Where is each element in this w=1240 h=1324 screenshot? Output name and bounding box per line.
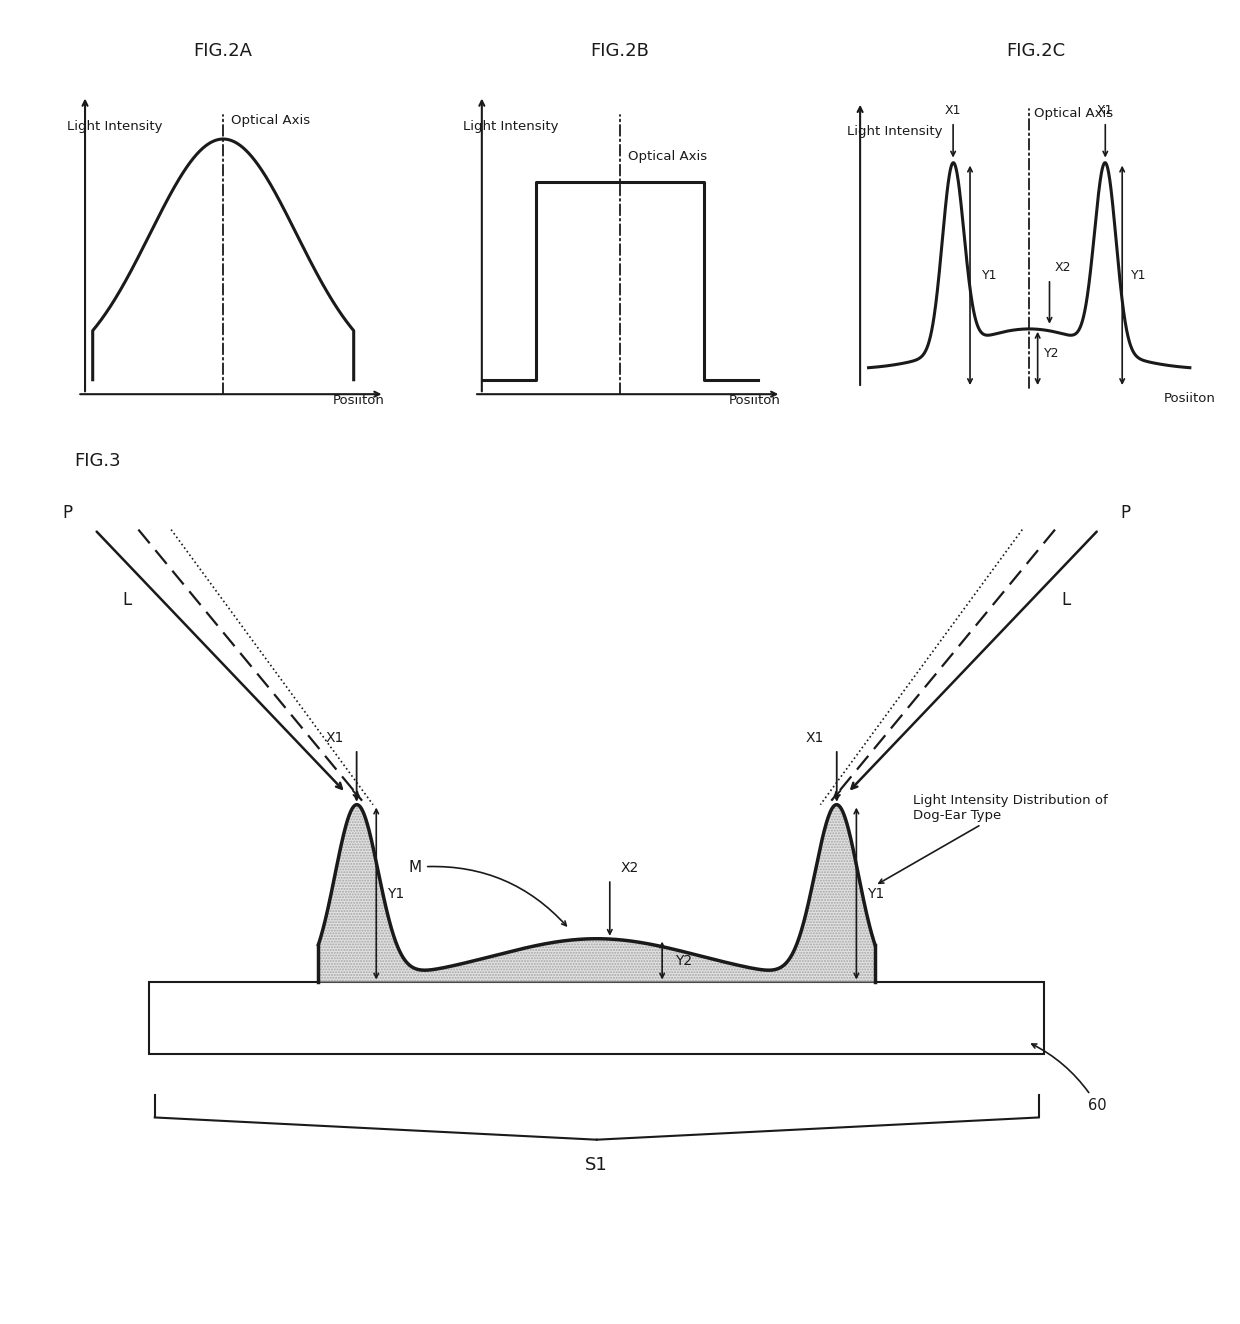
Text: X1: X1 bbox=[325, 731, 343, 745]
Text: FIG.2A: FIG.2A bbox=[193, 41, 253, 60]
Text: FIG.3: FIG.3 bbox=[74, 451, 122, 470]
Text: S1: S1 bbox=[585, 1156, 608, 1173]
Text: M: M bbox=[409, 859, 567, 925]
Text: Posiiton: Posiiton bbox=[729, 395, 781, 408]
Text: X2: X2 bbox=[621, 861, 639, 875]
Text: Posiiton: Posiiton bbox=[332, 395, 384, 408]
Text: FIG.2C: FIG.2C bbox=[1006, 41, 1065, 60]
Text: 60: 60 bbox=[1032, 1045, 1106, 1112]
Text: L: L bbox=[123, 591, 133, 609]
Text: Posiiton: Posiiton bbox=[1164, 392, 1215, 405]
Text: Y2: Y2 bbox=[1044, 347, 1060, 360]
Text: FIG.2B: FIG.2B bbox=[590, 41, 650, 60]
Text: Optical Axis: Optical Axis bbox=[231, 114, 310, 127]
Text: X1: X1 bbox=[805, 731, 823, 745]
Text: X1: X1 bbox=[945, 105, 961, 118]
Text: Optical Axis: Optical Axis bbox=[1034, 107, 1114, 120]
Text: Light Intensity: Light Intensity bbox=[847, 124, 942, 138]
Text: Y1: Y1 bbox=[867, 887, 884, 900]
Bar bbox=[149, 982, 1044, 1054]
Text: Light Intensity: Light Intensity bbox=[464, 119, 559, 132]
Text: P: P bbox=[62, 503, 72, 522]
Text: Y1: Y1 bbox=[982, 269, 997, 282]
Text: Light Intensity: Light Intensity bbox=[67, 119, 162, 132]
Text: Y1: Y1 bbox=[1131, 269, 1146, 282]
Text: X2: X2 bbox=[1054, 261, 1071, 274]
Text: L: L bbox=[1061, 591, 1070, 609]
Text: P: P bbox=[1121, 503, 1131, 522]
Text: X1: X1 bbox=[1097, 105, 1114, 118]
Text: Y2: Y2 bbox=[676, 953, 692, 968]
Text: Light Intensity Distribution of
Dog-Ear Type: Light Intensity Distribution of Dog-Ear … bbox=[879, 793, 1107, 883]
Text: Y1: Y1 bbox=[387, 887, 404, 900]
Text: Optical Axis: Optical Axis bbox=[627, 150, 707, 163]
